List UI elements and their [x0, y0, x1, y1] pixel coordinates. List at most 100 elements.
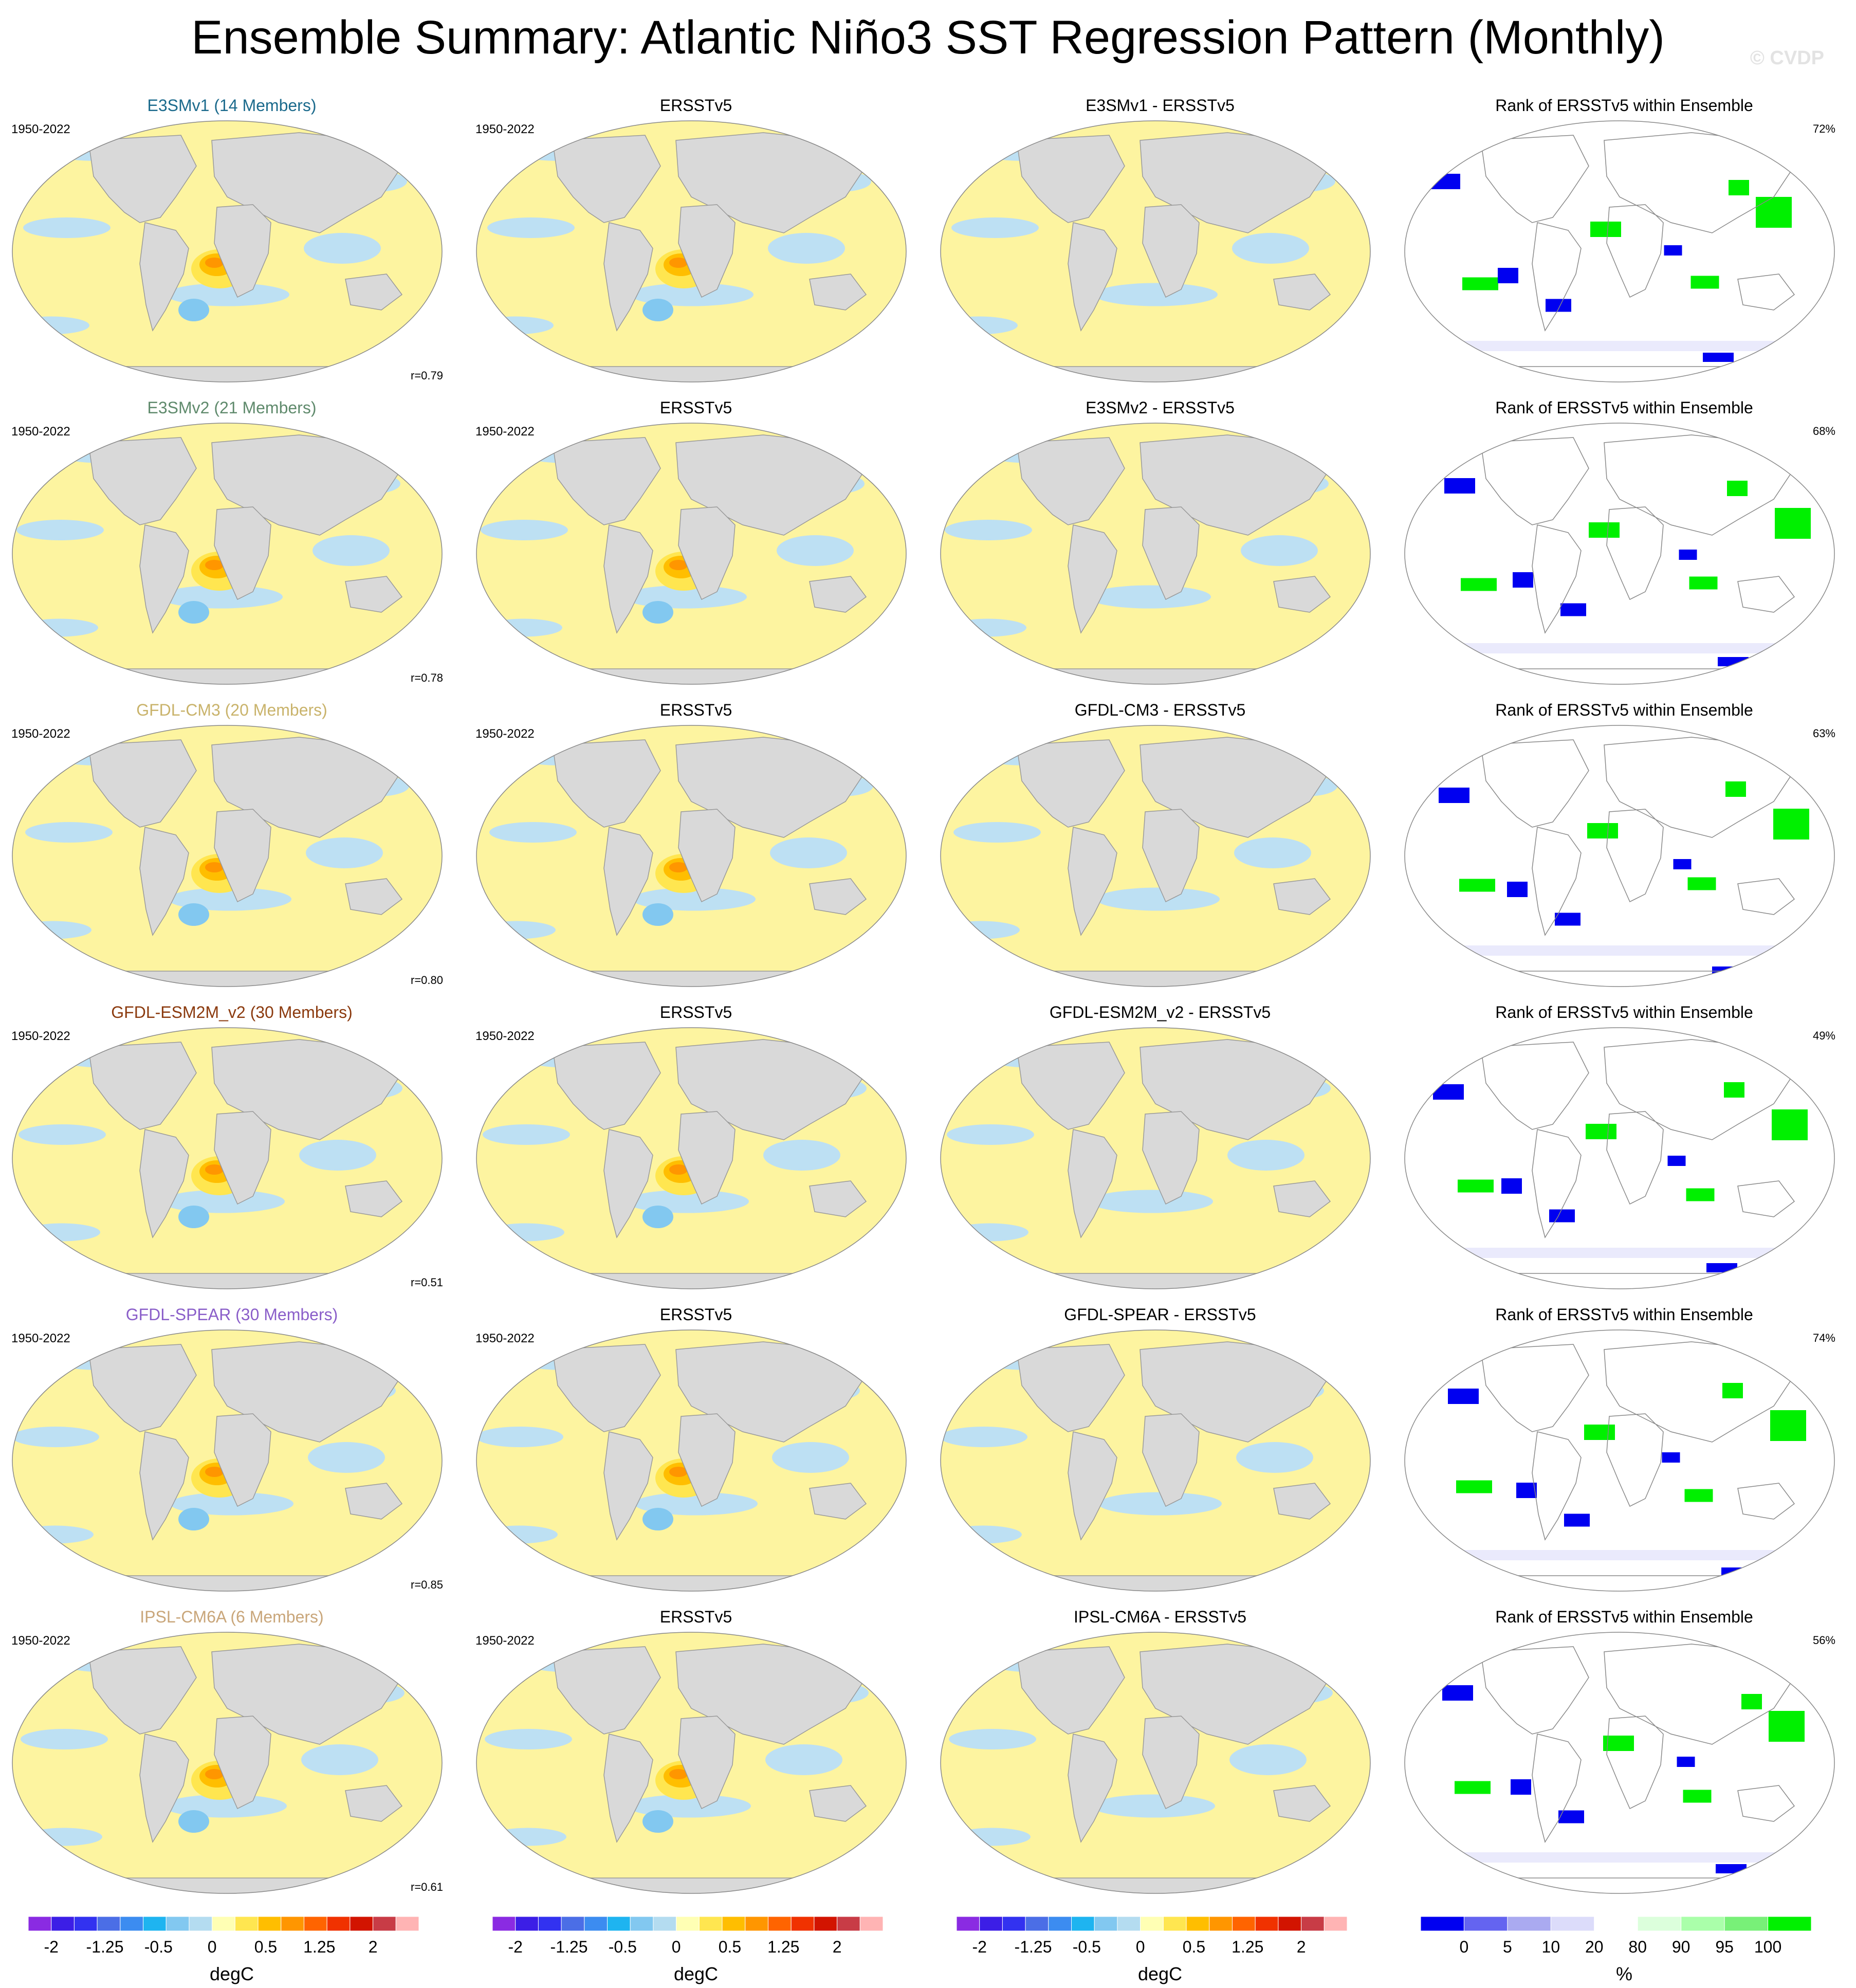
- colorbar-swatch: [73, 1916, 98, 1931]
- colorbar-swatch: [979, 1916, 1003, 1931]
- colorbar-tick-label: 1.25: [767, 1938, 799, 1956]
- colorbar-tick-label: -2: [972, 1938, 986, 1956]
- sst-regression-map: [476, 725, 907, 987]
- colorbar-swatch: [1301, 1916, 1325, 1931]
- colorbar-tick-label: -2: [44, 1938, 58, 1956]
- panel-model: GFDL-ESM2M_v2 (30 Members) 1950-2022 r=0.5…: [0, 997, 464, 1299]
- colorbar-swatch: [303, 1916, 327, 1931]
- panel-model: E3SMv2 (21 Members) 1950-2022 r=0.78: [0, 392, 464, 695]
- colorbar-swatch: [189, 1916, 213, 1931]
- rank-map: [1404, 725, 1835, 987]
- rank-map: [1404, 120, 1835, 382]
- colorbar-swatch: [1463, 1916, 1508, 1931]
- panel-title: ERSSTv5: [659, 1305, 732, 1324]
- panel-obs: ERSSTv5 1950-2022: [464, 1601, 928, 1904]
- period-label: 1950-2022: [475, 1029, 535, 1043]
- colorbar-tick-label: 100: [1754, 1938, 1781, 1956]
- rank-percent-label: 49%: [1812, 1029, 1835, 1042]
- colorbar-tick-label: -1.25: [1015, 1938, 1052, 1956]
- colorbar-tick-label: 0: [1460, 1938, 1469, 1956]
- colorbar-tick-label: 2: [833, 1938, 842, 1956]
- colorbar-tick-label: -2: [508, 1938, 522, 1956]
- colorbar-tick-label: 0.5: [254, 1938, 277, 1956]
- sst-regression-map: [476, 120, 907, 382]
- colorbar-swatch: [1724, 1916, 1769, 1931]
- colorbar-swatch: [767, 1916, 792, 1931]
- panel-title: GFDL-CM3 (20 Members): [136, 701, 327, 719]
- colorbar-swatch: [1507, 1916, 1551, 1931]
- period-label: 1950-2022: [11, 122, 70, 136]
- colorbar-swatch: [51, 1916, 75, 1931]
- period-label: 1950-2022: [11, 727, 70, 741]
- panel-title: E3SMv1 (14 Members): [147, 96, 317, 115]
- colorbar-swatch: [492, 1916, 516, 1931]
- colorbar-tick-label: 1.25: [1232, 1938, 1263, 1956]
- panel-model: E3SMv1 (14 Members) 1950-2022 r=0.79: [0, 90, 464, 392]
- colorbar-swatch: [281, 1916, 304, 1931]
- panel-rank: Rank of ERSSTv5 within Ensemble 74%: [1392, 1299, 1856, 1601]
- colorbar-tick-label: 0.5: [719, 1938, 741, 1956]
- colorbar-tick-label: 0: [1136, 1938, 1145, 1956]
- colorbar-swatch: [745, 1916, 768, 1931]
- sst-regression-map: [940, 1632, 1371, 1894]
- cvdp-watermark: © CVDP: [1750, 47, 1824, 69]
- colorbar-tick-label: 80: [1628, 1938, 1647, 1956]
- pattern-correlation-label: r=0.51: [411, 1276, 443, 1289]
- rank-percent-label: 56%: [1812, 1634, 1835, 1647]
- colorbar: -2 -1.25 -0.5 0 0.5 1.25 2: [492, 1916, 884, 1956]
- panel-title: ERSSTv5: [659, 1608, 732, 1626]
- legend-units-label: degC: [209, 1963, 254, 1984]
- colorbar-swatch: [515, 1916, 539, 1931]
- sst-regression-map: [940, 1329, 1371, 1592]
- colorbar-swatch: [1594, 1916, 1638, 1931]
- colorbar-tick-label: 10: [1542, 1938, 1560, 1956]
- colorbar-swatch: [1140, 1916, 1164, 1931]
- colorbar-tick-label: -0.5: [1073, 1938, 1101, 1956]
- colorbar-swatch: [956, 1916, 980, 1931]
- colorbar-swatch: [1002, 1916, 1026, 1931]
- figure-title: Ensemble Summary: Atlantic Niño3 SST Reg…: [191, 11, 1665, 64]
- period-label: 1950-2022: [475, 1634, 535, 1648]
- panel-title: Rank of ERSSTv5 within Ensemble: [1495, 1305, 1753, 1324]
- panel-title: GFDL-CM3 - ERSSTv5: [1074, 701, 1246, 719]
- sst-regression-map: [940, 1027, 1371, 1289]
- colorbar-tick-label: 0: [208, 1938, 217, 1956]
- colorbar-swatch: [1209, 1916, 1233, 1931]
- rank-map: [1404, 1027, 1835, 1289]
- colorbar-swatch: [28, 1916, 52, 1931]
- sst-regression-map: [12, 120, 443, 382]
- colorbar-swatch: [837, 1916, 860, 1931]
- panel-title: GFDL-ESM2M_v2 - ERSSTv5: [1049, 1003, 1271, 1022]
- panel-rank: Rank of ERSSTv5 within Ensemble 49%: [1392, 997, 1856, 1299]
- panel-rank: Rank of ERSSTv5 within Ensemble 63%: [1392, 695, 1856, 997]
- pattern-correlation-label: r=0.85: [411, 1578, 443, 1591]
- panel-obs: ERSSTv5 1950-2022: [464, 90, 928, 392]
- panel-title: E3SMv2 (21 Members): [147, 398, 317, 417]
- panel-title: ERSSTv5: [659, 398, 732, 417]
- colorbar-swatch: [630, 1916, 654, 1931]
- colorbar-swatch: [561, 1916, 585, 1931]
- colorbar-tick-label: 1.25: [303, 1938, 335, 1956]
- colorbar-swatch: [120, 1916, 144, 1931]
- colorbar-swatch: [859, 1916, 884, 1931]
- colorbar-swatch: [653, 1916, 677, 1931]
- sst-regression-map: [940, 423, 1371, 685]
- colorbar-tick-label: 0: [672, 1938, 681, 1956]
- rank-percent-label: 72%: [1812, 122, 1835, 135]
- colorbar-swatch: [1550, 1916, 1595, 1931]
- panel-title: IPSL-CM6A (6 Members): [140, 1608, 324, 1626]
- colorbar-swatch: [538, 1916, 562, 1931]
- colorbar-swatch: [212, 1916, 235, 1931]
- panel-obs: ERSSTv5 1950-2022: [464, 997, 928, 1299]
- panel-diff: E3SMv2 - ERSSTv5: [928, 392, 1392, 695]
- colorbar-tick-label: 20: [1585, 1938, 1604, 1956]
- panel-title: Rank of ERSSTv5 within Ensemble: [1495, 1003, 1753, 1022]
- colorbar-swatch: [1232, 1916, 1256, 1931]
- colorbar-swatch: [1163, 1916, 1187, 1931]
- colorbar-tick-label: 5: [1503, 1938, 1512, 1956]
- period-label: 1950-2022: [475, 727, 535, 741]
- rank-map: [1404, 1632, 1835, 1894]
- panel-title: Rank of ERSSTv5 within Ensemble: [1495, 398, 1753, 417]
- colorbar-swatch: [1048, 1916, 1072, 1931]
- panel-title: E3SMv2 - ERSSTv5: [1086, 398, 1235, 417]
